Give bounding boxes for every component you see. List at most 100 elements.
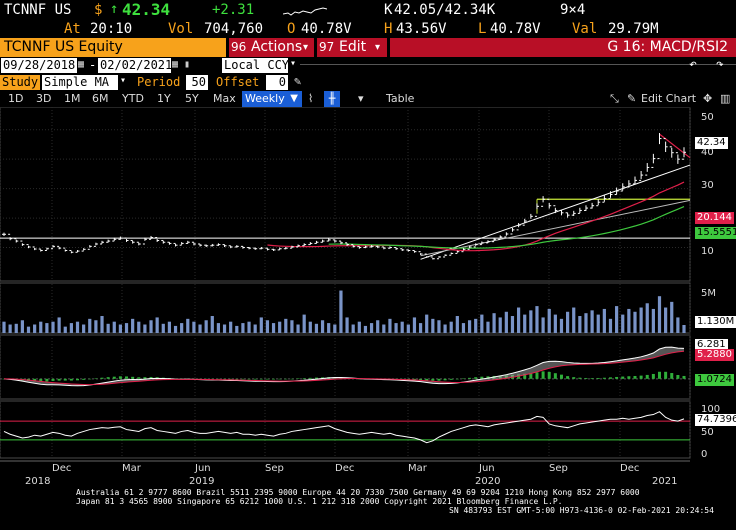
volume-bar [259,317,263,333]
candle-chart-icon[interactable]: ╫ [324,91,340,107]
volume-bar [320,320,325,333]
rsi-line [3,411,685,444]
settings-icon[interactable]: ✥ [703,92,713,105]
macd-histogram-bar [590,378,594,379]
x-year-label: 2020 [475,476,501,487]
macd-series [0,346,690,387]
x-month-label: Jun [195,463,211,474]
chevron-down-icon[interactable]: ▾ [358,92,364,105]
study-label-box: Study [0,75,40,90]
end-date-field[interactable]: 02/02/2021 [98,58,172,73]
security-name-box[interactable]: TCNNF US Equity [0,38,226,57]
tab-1d[interactable]: 1D [8,92,24,105]
volume-bar [461,323,466,333]
macd-histogram-bar [449,378,453,380]
pencil-icon[interactable]: ✎ [294,74,302,88]
tab-6m[interactable]: 6M [92,92,109,105]
tab-1m[interactable]: 1M [64,92,81,105]
tab-table[interactable]: Table [386,92,415,105]
macd-signal-line [3,350,685,386]
moving-average-line [267,181,685,252]
chevron-down-icon[interactable]: ▾ [290,58,297,69]
volume-bar [69,323,73,333]
volume-bar [559,318,564,333]
bid-ask-label: K [384,2,393,18]
start-date-field[interactable]: 09/28/2018 [1,58,77,73]
macd-histogram-bar [106,377,110,379]
volume-bar [265,320,270,333]
volume-bar [615,306,619,333]
macd-histogram-bar [596,377,600,379]
pencil-icon[interactable]: ✎ [627,92,637,105]
security-name: TCNNF US Equity [4,39,123,55]
tab-3d[interactable]: 3D [36,92,52,105]
study-bar: Study Simple MA ▾ Period 50 Offset 0 ✎ [0,74,736,91]
open-value: 40.78V [301,21,352,37]
volume-bar [590,310,594,333]
period-field[interactable]: 50 [186,75,208,90]
volume-bar [418,323,423,333]
tab-ytd[interactable]: YTD [122,92,144,105]
volume-bar [602,308,606,333]
undo-icon[interactable]: ↶ [689,57,697,72]
volume-bar [394,323,398,333]
volume-bar [516,307,521,333]
volume-bar [149,320,153,333]
chevron-down-icon[interactable]: ▾ [120,75,127,86]
price-chart[interactable] [0,107,736,530]
currency-symbol: $ [94,2,103,18]
line-chart-icon[interactable]: ⌇ [308,92,314,105]
macd-histogram-bar [63,378,67,381]
volume-bar [639,307,643,333]
actions-menu-button[interactable]: 96 Actions ▾ [229,38,314,57]
macd-histogram-bar [541,371,545,379]
volume-bar [167,321,172,333]
macd-histogram-bar [529,373,533,379]
rsi-tag: 74.7396 [695,414,736,426]
redo-icon[interactable]: ↷ [716,57,724,72]
collapse-icon[interactable]: ⤡ [610,92,619,105]
chart-options-icon[interactable]: ▥ [720,92,731,105]
volume-bar [198,324,202,333]
x-month-label: Dec [335,463,355,474]
ticker[interactable]: TCNNF US [4,2,72,18]
moving-average-line [328,206,685,249]
edit-menu-button[interactable]: 97 Edit ▾ [317,38,387,57]
volume-bar [676,317,680,333]
macd-histogram-bar [419,378,423,381]
macd-histogram-bar [88,378,92,380]
chart-name-bar[interactable]: G 16: MACD/RSI2 [390,38,736,57]
macd-histogram-bar [51,378,55,381]
volume-bar [431,318,435,333]
currency-value: Local CCY [224,58,290,72]
high-value: 43.56V [396,21,447,37]
offset-field[interactable]: 0 [266,75,288,90]
tab-5y[interactable]: 5Y [185,92,199,105]
volume-bar [143,324,147,333]
price-tick: 40 [701,147,714,158]
macd-histogram-tag: 1.0724 [695,374,734,386]
security-bar: TCNNF US Equity 96 Actions ▾ 97 Edit ▾ G… [0,38,736,57]
edit-chart-button[interactable]: Edit Chart [641,92,697,105]
volume-bar [100,316,104,333]
calendar-icon[interactable]: ▦ [78,59,85,70]
calendar-icon[interactable]: ▦ [172,59,179,70]
tab-max[interactable]: Max [213,92,236,105]
currency-dropdown[interactable]: Local CCY [222,58,290,73]
offset-value: 0 [278,75,286,89]
macd-histogram-bar [425,378,429,381]
tab-1y[interactable]: 1Y [157,92,171,105]
macd-histogram-bar [235,378,239,380]
frequency-dropdown[interactable]: Weekly ▼ [242,91,302,107]
rsi-tick: 100 [701,404,721,415]
value-label: Val [572,21,598,37]
ma-tag: 20.144 [695,212,734,224]
actions-menu-label: Actions [251,39,303,55]
volume-bar [400,321,404,333]
macd-histogram-bar [131,376,135,379]
study-dropdown[interactable]: Simple MA [42,75,118,90]
macd-histogram-bar [76,378,80,381]
volume-bar [412,317,417,333]
low-value: 40.78V [490,21,541,37]
volume-bar [20,320,24,333]
